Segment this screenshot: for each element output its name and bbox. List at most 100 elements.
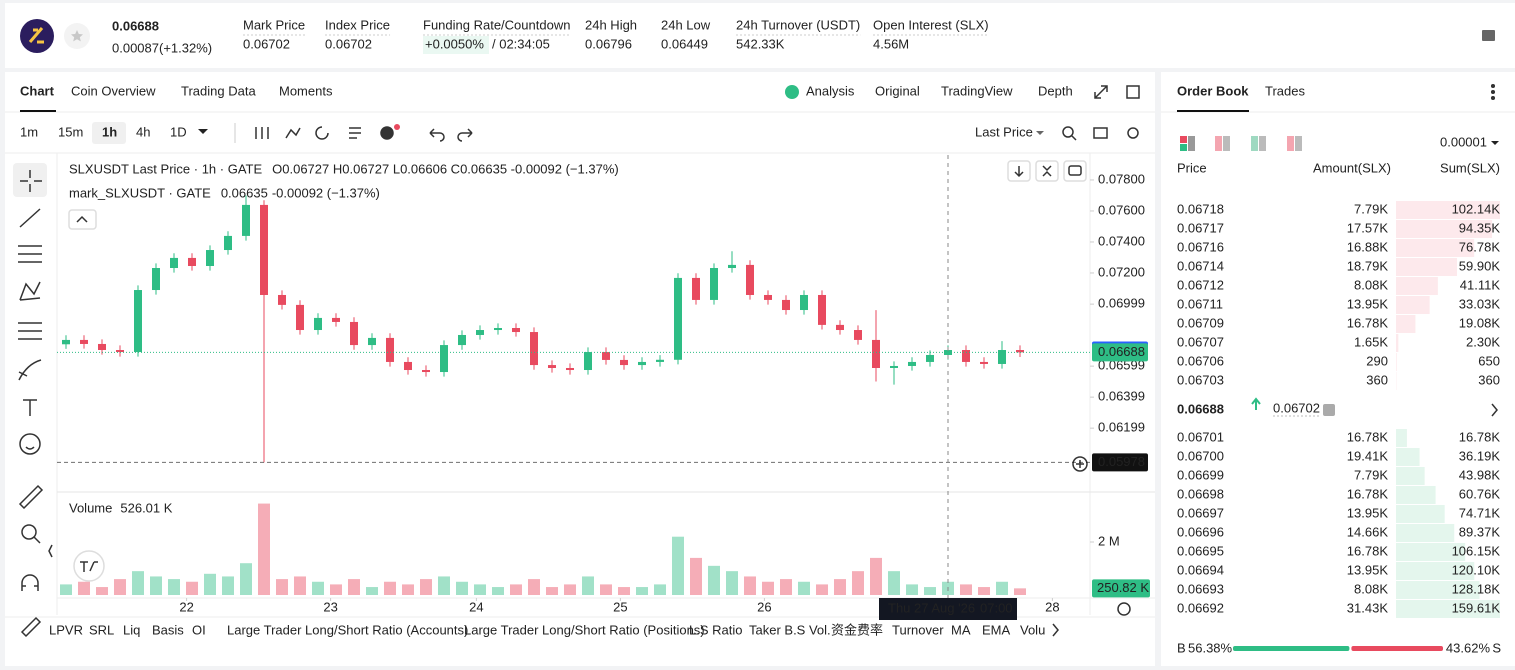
volume-bar: [312, 581, 324, 595]
ob-amount: 7.79K: [1354, 201, 1388, 216]
tab[interactable]: Moments: [279, 83, 333, 98]
indicator[interactable]: Turnover: [892, 622, 944, 637]
x-tick-label: 22: [179, 599, 193, 614]
ob-sum: 76.78K: [1459, 239, 1501, 254]
stat-value: 0.06702: [325, 36, 372, 51]
last-price: 0.06688: [112, 18, 159, 33]
candle-body: [584, 352, 592, 371]
indicator[interactable]: MA: [951, 622, 971, 637]
y-tick-label: 0.06999: [1098, 296, 1145, 311]
ob-amount: 31.43K: [1347, 600, 1389, 615]
candle-body: [728, 264, 736, 269]
indicator[interactable]: Liq: [123, 622, 140, 637]
precision[interactable]: 0.00001: [1440, 134, 1487, 149]
candle-body: [386, 337, 394, 362]
ob-sum: 36.19K: [1459, 448, 1501, 463]
volume-bar: [474, 584, 486, 595]
indicator[interactable]: EMA: [982, 622, 1011, 637]
view-tab[interactable]: Analysis: [806, 83, 855, 98]
candle-body: [440, 345, 448, 373]
volume-marker: [1092, 579, 1150, 598]
interval[interactable]: 1h: [102, 124, 117, 139]
indicator[interactable]: LPVR: [49, 622, 83, 637]
volume-bar: [510, 584, 522, 595]
stat-value: +0.0050%: [425, 36, 484, 51]
tab[interactable]: Trading Data: [181, 83, 256, 98]
indicator[interactable]: Large Trader Long/Short Ratio (Accounts): [227, 622, 468, 637]
chart-card: [5, 72, 1155, 666]
candle-body: [314, 317, 322, 331]
depth-bar: [1396, 600, 1500, 618]
indicator[interactable]: SRL: [89, 622, 114, 637]
crosshair-time: 07:00: [980, 600, 1013, 615]
candle-body: [800, 294, 808, 311]
candle-body: [80, 339, 88, 344]
price-change: 0.00087(+1.32%): [112, 40, 212, 55]
sell-bar: [1351, 646, 1443, 651]
ob-sum: 94.35K: [1459, 220, 1501, 235]
volume-legend: Volume: [69, 500, 112, 515]
view-tab[interactable]: Original: [875, 83, 920, 98]
ob-price: 0.06709: [1177, 315, 1224, 330]
ob-price: 0.06698: [1177, 486, 1224, 501]
ob-sum: 159.61K: [1452, 600, 1501, 615]
volume-bar: [564, 584, 576, 595]
interval[interactable]: 15m: [58, 124, 83, 139]
view-tab[interactable]: TradingView: [941, 83, 1013, 98]
view-tab[interactable]: Depth: [1038, 83, 1073, 98]
candle-body: [152, 268, 160, 291]
ob-sum: 16.78K: [1459, 429, 1501, 444]
indicator[interactable]: Volu: [1020, 622, 1045, 637]
volume-bar: [708, 565, 720, 595]
interval[interactable]: 4h: [136, 124, 150, 139]
indicator[interactable]: 资金费率: [831, 622, 883, 637]
ob-price: 0.06712: [1177, 277, 1224, 292]
candle-body: [566, 367, 574, 371]
interval[interactable]: 1D: [170, 124, 187, 139]
candle-body: [782, 299, 790, 311]
volume-bar: [78, 581, 90, 595]
candle-body: [98, 343, 106, 351]
menu-icon[interactable]: [1482, 30, 1495, 41]
stat-label: Funding Rate/Countdown: [423, 17, 570, 32]
tab[interactable]: Chart: [20, 83, 55, 98]
stat-label: 24h High: [585, 17, 637, 32]
volume-bar: [582, 576, 594, 595]
ob-tab[interactable]: Order Book: [1177, 83, 1249, 98]
ob-tab[interactable]: Trades: [1265, 83, 1305, 98]
price-type[interactable]: Last Price: [975, 124, 1033, 139]
candle-body: [134, 290, 142, 353]
volume-bar: [402, 584, 414, 595]
ob-price: 0.06701: [1177, 429, 1224, 444]
volume-bar: [258, 503, 270, 595]
interval[interactable]: 1m: [20, 124, 38, 139]
drawing-tools[interactable]: [13, 83, 1499, 638]
price-marker: [1092, 343, 1148, 362]
volume-bar: [276, 579, 288, 595]
candle-body: [458, 334, 466, 346]
mark-change: -0.00092 (−1.37%): [272, 185, 380, 200]
indicator[interactable]: Basis: [152, 622, 184, 637]
indicator[interactable]: Large Trader Long/Short Ratio (Positions…: [464, 622, 705, 637]
volume-bar: [96, 587, 108, 595]
x-tick-label: 28: [1045, 599, 1059, 614]
ob-mid-price: 0.06688: [1177, 401, 1224, 416]
view-icons[interactable]: [785, 85, 1140, 99]
depth-mode-icons[interactable]: [1180, 136, 1335, 416]
indicator[interactable]: OI: [192, 622, 206, 637]
ob-amount: 8.08K: [1354, 581, 1388, 596]
indicator[interactable]: L.S Ratio: [689, 622, 742, 637]
indicator[interactable]: Taker B.S Vol.: [749, 622, 831, 637]
volume-bar: [996, 581, 1008, 595]
volume-bar: [834, 579, 846, 595]
volume-bar: [150, 576, 162, 595]
tab[interactable]: Coin Overview: [71, 83, 156, 98]
ob-sum: 128.18K: [1452, 581, 1501, 596]
volume-bar: [1014, 588, 1026, 595]
volume-bar: [978, 587, 990, 595]
ob-amount: 16.78K: [1347, 315, 1389, 330]
sell-side: S: [1492, 640, 1501, 655]
candle-body: [260, 204, 268, 295]
toolbar-icons[interactable]: [68, 123, 1139, 230]
ob-price: 0.06696: [1177, 524, 1224, 539]
